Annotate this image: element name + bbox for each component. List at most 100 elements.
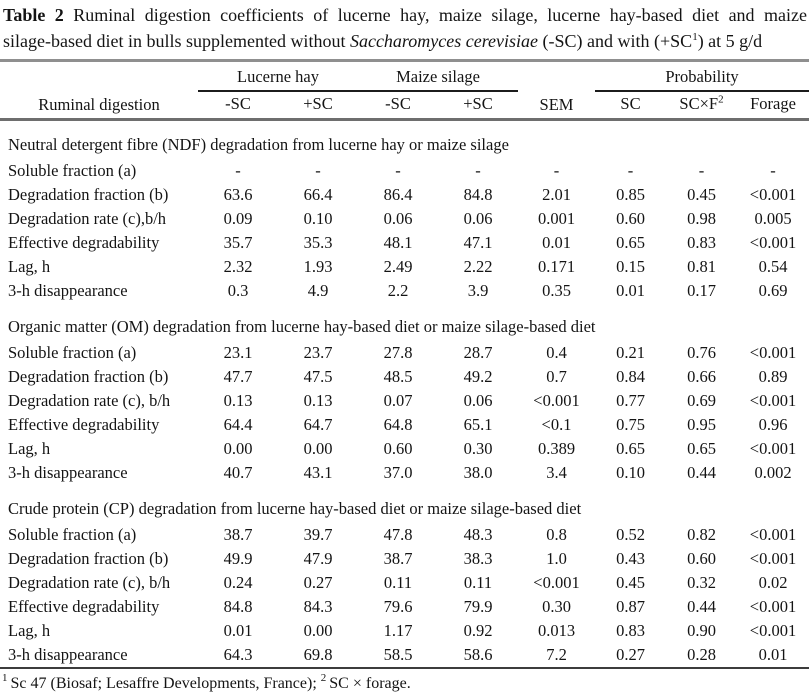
cell-value: <0.001 — [749, 524, 797, 544]
cell-value: 0.17 — [687, 280, 716, 300]
table-row: Effective degradability 64.4 64.7 64.8 65.1 <… — [0, 413, 809, 437]
cell-value: 84.3 — [303, 596, 333, 616]
cell-value: 0.84 — [616, 366, 645, 386]
cell-value: 2.49 — [383, 256, 413, 276]
cell-value: 0.13 — [303, 390, 333, 410]
cell-value: 0.52 — [616, 524, 645, 544]
section-header-row: Organic matter (OM) degradation from luc… — [0, 303, 809, 341]
cell-value: 0.8 — [546, 524, 567, 544]
cell-value: 63.6 — [223, 184, 253, 204]
group-header-row: Ruminal digestion Lucerne hay Maize sila… — [0, 60, 809, 114]
cell-value: 47.1 — [463, 232, 493, 252]
table-row: Degradation rate (c),b/h 0.09 0.10 0.06 0.06… — [0, 207, 809, 231]
cell-value: 0.44 — [687, 596, 716, 616]
caption-line1-text: Ruminal digestion coefficients of lucern… — [63, 5, 807, 25]
cell-value: 79.9 — [463, 596, 493, 616]
cell-value: - — [315, 160, 321, 180]
row-label: Lag, h — [8, 620, 51, 640]
cell-value: 0.69 — [758, 280, 788, 300]
cell-value: 0.89 — [758, 366, 788, 386]
cell-value: 0.83 — [616, 620, 645, 640]
row-label: 3-h disappearance — [8, 644, 128, 664]
cell-value: 23.1 — [223, 342, 253, 362]
cell-value: <0.001 — [749, 232, 797, 252]
cell-value: 0.81 — [687, 256, 716, 276]
cell-value: 37.0 — [383, 462, 413, 482]
row-label: Soluble fraction (a) — [8, 524, 137, 544]
table-row: 3-h disappearance 0.3 4.9 2.2 3.9 0.35 0.01 0.1… — [0, 279, 809, 303]
table-caption: Table 2 Ruminal digestion coefficients o… — [0, 2, 809, 54]
cell-value: 0.06 — [463, 390, 493, 410]
table-row: Effective degradability 35.7 35.3 48.1 47.1 0… — [0, 231, 809, 255]
cell-value: 84.8 — [463, 184, 493, 204]
column-header-prob-forage: Forage — [750, 93, 796, 113]
cell-value: 0.15 — [616, 256, 645, 276]
cell-value: 0.65 — [616, 438, 645, 458]
cell-value: - — [770, 160, 776, 180]
cell-value: 79.6 — [383, 596, 413, 616]
cell-value: - — [395, 160, 401, 180]
cell-value: - — [235, 160, 241, 180]
cell-value: 86.4 — [383, 184, 413, 204]
cell-value: 0.01 — [616, 280, 645, 300]
cell-value: - — [553, 160, 560, 180]
table-row: Degradation fraction (b) 47.7 47.5 48.5 49.2… — [0, 365, 809, 389]
column-header-lucerne-plus-sc: +SC — [303, 93, 333, 113]
cell-value: 64.7 — [303, 414, 333, 434]
cell-value: <0.001 — [749, 438, 797, 458]
cell-value: 0.45 — [616, 572, 645, 592]
cell-value: 4.9 — [307, 280, 329, 300]
row-label: Effective degradability — [8, 596, 160, 616]
cell-value: 0.09 — [223, 208, 253, 228]
cell-value: 0.00 — [303, 620, 333, 640]
caption-footnote-marker: 1 — [692, 31, 698, 43]
group-header-lucerne-hay: Lucerne hay — [198, 60, 358, 92]
cell-value: 2.01 — [542, 184, 571, 204]
cell-value: 48.5 — [383, 366, 413, 386]
table-row: Degradation fraction (b) 63.6 66.4 86.4 84.8… — [0, 183, 809, 207]
cell-value: 0.11 — [463, 572, 493, 592]
cell-value: 1.17 — [383, 620, 413, 640]
cell-value: 0.001 — [537, 208, 576, 228]
cell-value: <0.001 — [749, 390, 797, 410]
cell-value: 0.07 — [383, 390, 413, 410]
column-header-sem: SEM — [539, 94, 574, 114]
cell-value: 0.69 — [687, 390, 716, 410]
table-row: Lag, h 0.01 0.00 1.17 0.92 0.013 0.83 0.90 <0.00… — [0, 619, 809, 643]
cell-value: 0.7 — [546, 366, 567, 386]
cell-value: 3.4 — [546, 462, 567, 482]
table-row: 3-h disappearance 40.7 43.1 37.0 38.0 3.4 0.10… — [0, 461, 809, 485]
cell-value: 38.0 — [463, 462, 493, 482]
cell-value: 0.44 — [687, 462, 716, 482]
caption-species-italic: Saccharomyces cerevisiae — [349, 31, 539, 51]
row-label: Degradation fraction (b) — [8, 184, 169, 204]
cell-value: 0.21 — [616, 342, 645, 362]
column-header-prob-sc: SC — [620, 93, 641, 113]
cell-value: 0.82 — [687, 524, 716, 544]
cell-value: 0.389 — [537, 438, 576, 458]
section-header-row: Neutral detergent fibre (NDF) degradatio… — [0, 119, 809, 159]
caption-line2-start: silage-based diet in bulls supplemented … — [3, 31, 350, 51]
cell-value: 2.32 — [223, 256, 253, 276]
cell-value: 0.01 — [758, 644, 788, 664]
cell-value: 0.45 — [687, 184, 716, 204]
cell-value: 0.06 — [463, 208, 493, 228]
group-header-probability: Probability — [595, 60, 809, 92]
cell-value: 2.22 — [463, 256, 493, 276]
row-label: Soluble fraction (a) — [8, 342, 137, 362]
row-label: Soluble fraction (a) — [8, 160, 137, 180]
cell-value: 47.9 — [303, 548, 333, 568]
table-row: Lag, h 0.00 0.00 0.60 0.30 0.389 0.65 0.65 <0.00… — [0, 437, 809, 461]
stub-header-ruminal-digestion: Ruminal digestion — [38, 94, 160, 114]
cell-value: 58.6 — [463, 644, 493, 664]
cell-value: 0.002 — [754, 462, 792, 482]
table-row: Soluble fraction (a) 23.1 23.7 27.8 28.7 0.4 0… — [0, 341, 809, 365]
cell-value: 49.2 — [463, 366, 493, 386]
cell-value: 43.1 — [303, 462, 333, 482]
cell-value: 23.7 — [303, 342, 333, 362]
sc-x-f-footnote-marker: 2 — [718, 93, 724, 105]
caption-line-2: silage-based diet in bulls supplemented … — [3, 28, 807, 54]
sub-header-row: -SC +SC -SC +SC SC SC×F2 Forage — [0, 91, 809, 120]
cell-value: <0.001 — [749, 620, 797, 640]
cell-value: 0.96 — [758, 414, 788, 434]
